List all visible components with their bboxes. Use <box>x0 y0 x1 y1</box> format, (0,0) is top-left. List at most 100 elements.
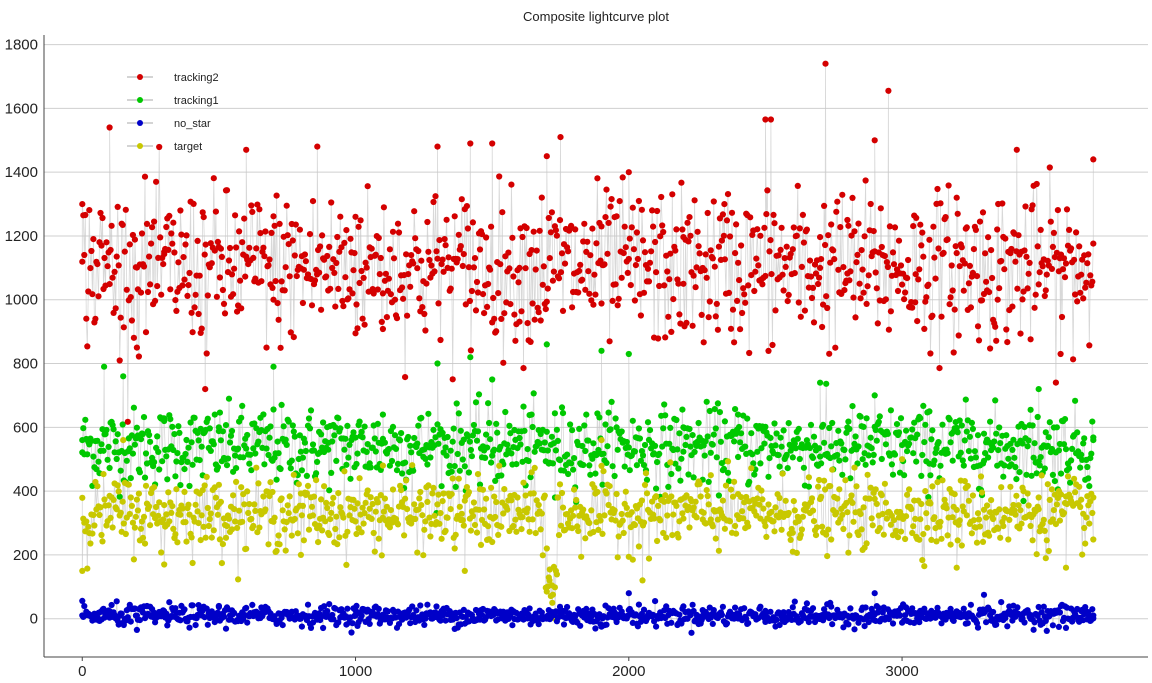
data-point-tracking2 <box>286 273 293 280</box>
data-point-target <box>738 494 745 501</box>
data-point-tracking1 <box>888 461 896 468</box>
data-point-tracking2 <box>153 178 160 185</box>
data-point-target <box>798 526 806 533</box>
data-point-target <box>912 515 919 523</box>
data-point-tracking1 <box>1034 413 1041 421</box>
data-point-target <box>210 527 217 534</box>
data-point-tracking2 <box>956 263 963 270</box>
data-point-tracking1 <box>136 469 143 476</box>
data-point-tracking1 <box>559 410 567 417</box>
data-point-tracking2 <box>846 277 853 284</box>
data-point-tracking2 <box>414 265 421 272</box>
data-point-tracking2 <box>278 278 285 285</box>
data-point-tracking2 <box>1048 265 1055 272</box>
data-point-tracking2 <box>261 253 268 260</box>
data-point-tracking2 <box>679 226 686 233</box>
data-point-target <box>995 525 1002 532</box>
data-point-tracking1 <box>713 454 720 461</box>
data-point-tracking1 <box>870 451 877 458</box>
data-point-target <box>844 509 851 516</box>
data-point-tracking1 <box>154 433 161 440</box>
data-point-tracking2 <box>113 253 120 260</box>
data-point-target <box>988 497 995 504</box>
data-point-tracking1 <box>112 438 119 445</box>
data-point-tracking2 <box>823 293 830 300</box>
data-point-target <box>1056 517 1063 524</box>
data-point-target <box>256 524 263 531</box>
data-point-tracking1 <box>685 471 692 478</box>
data-point-tracking2 <box>178 231 185 238</box>
data-point-tracking2 <box>590 301 597 308</box>
data-point-tracking1 <box>679 406 686 413</box>
data-point-target <box>927 500 934 507</box>
data-point-no_star <box>911 619 918 627</box>
data-point-tracking1 <box>689 432 696 439</box>
data-point-no_star <box>676 611 683 618</box>
data-point-tracking1 <box>919 451 926 459</box>
data-point-tracking2 <box>851 228 858 235</box>
data-point-no_star <box>442 617 449 624</box>
data-point-tracking2 <box>268 229 275 236</box>
data-point-tracking2 <box>784 298 791 305</box>
data-point-tracking2 <box>920 253 927 260</box>
data-point-tracking1 <box>524 446 531 453</box>
data-point-tracking2 <box>676 311 683 318</box>
data-point-tracking2 <box>870 228 877 235</box>
data-point-tracking1 <box>750 460 757 467</box>
data-point-tracking2 <box>845 222 852 229</box>
data-point-tracking2 <box>791 270 798 277</box>
data-point-tracking2 <box>622 244 629 251</box>
data-point-target <box>153 503 160 511</box>
data-point-tracking2 <box>799 211 807 218</box>
data-point-tracking2 <box>354 325 361 332</box>
data-point-target <box>1082 540 1089 547</box>
data-point-tracking2 <box>106 124 113 131</box>
data-point-tracking2 <box>856 280 863 287</box>
data-point-target <box>449 475 456 482</box>
data-point-tracking2 <box>300 266 307 273</box>
data-point-no_star <box>127 618 134 625</box>
data-point-target <box>535 501 542 509</box>
data-point-tracking2 <box>628 224 635 231</box>
data-point-tracking2 <box>372 251 379 258</box>
data-point-tracking2 <box>852 314 859 321</box>
data-point-tracking1 <box>631 448 639 455</box>
data-point-tracking1 <box>835 427 842 434</box>
data-point-tracking1 <box>703 398 710 405</box>
data-point-tracking1 <box>810 433 818 440</box>
data-point-tracking2 <box>1008 245 1015 253</box>
data-point-tracking2 <box>342 274 349 281</box>
data-point-tracking2 <box>557 134 564 141</box>
data-point-tracking1 <box>820 421 827 428</box>
data-point-tracking2 <box>524 320 531 327</box>
data-point-target <box>276 541 283 548</box>
data-point-tracking2 <box>778 224 785 231</box>
data-point-tracking2 <box>269 284 276 291</box>
data-point-target <box>189 559 196 567</box>
data-point-tracking1 <box>536 440 543 447</box>
data-point-no_star <box>875 605 882 612</box>
data-point-no_star <box>964 620 971 627</box>
data-point-target <box>90 511 97 519</box>
data-point-tracking2 <box>659 222 666 229</box>
data-point-target <box>756 501 763 508</box>
data-point-target <box>245 509 252 517</box>
data-point-tracking2 <box>79 201 86 208</box>
data-point-tracking1 <box>600 450 607 457</box>
data-point-target <box>329 500 336 507</box>
data-point-target <box>864 471 871 478</box>
data-point-tracking1 <box>980 430 988 437</box>
data-point-tracking2 <box>864 283 871 290</box>
data-point-tracking2 <box>379 325 386 333</box>
data-point-target <box>588 507 595 514</box>
data-point-tracking1 <box>299 454 306 461</box>
data-point-target <box>526 528 533 535</box>
data-point-tracking2 <box>912 271 919 278</box>
data-point-tracking2 <box>217 245 224 252</box>
data-point-target <box>709 523 716 530</box>
data-point-target <box>974 510 982 517</box>
data-point-no_star <box>938 620 945 627</box>
data-point-no_star <box>231 609 238 617</box>
data-point-target <box>161 561 168 568</box>
data-point-tracking2 <box>454 256 461 263</box>
